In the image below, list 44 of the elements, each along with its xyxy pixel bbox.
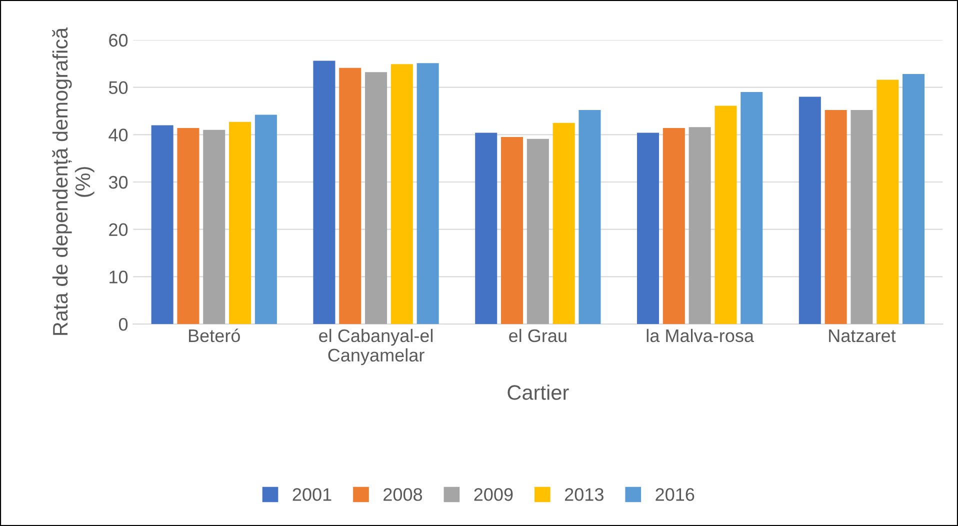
legend-label: 2009 <box>474 488 513 501</box>
x-tick-label: Beteró <box>188 328 240 342</box>
legend-label: 2013 <box>564 488 604 501</box>
bar <box>876 80 899 324</box>
bar <box>662 128 685 324</box>
bar <box>229 122 252 324</box>
bar <box>637 132 660 324</box>
bar <box>501 137 524 324</box>
y-tick-label: 0 <box>118 318 128 331</box>
legend-label: 2016 <box>656 488 694 501</box>
bar <box>475 132 498 324</box>
y-tick-label: 50 <box>108 81 128 94</box>
x-tick-label: la Malva-rosa <box>646 328 754 342</box>
bar <box>203 130 226 324</box>
legend-label: 2001 <box>292 488 332 501</box>
y-tick-label: 10 <box>110 270 128 284</box>
bar <box>850 110 873 324</box>
bar <box>714 106 737 324</box>
bar <box>902 74 925 324</box>
bar <box>578 110 601 324</box>
y-tick-label: 30 <box>108 176 128 189</box>
y-tick-label: 40 <box>108 128 128 142</box>
x-tick-label: el Cabanyal-el Canyamelar <box>319 328 433 366</box>
legend-label: 2008 <box>384 488 422 501</box>
bar <box>416 63 439 324</box>
y-tick-label: 20 <box>109 223 128 236</box>
x-axis-title: Cartier <box>508 384 569 400</box>
bar <box>824 110 847 324</box>
y-tick-label: 60 <box>109 34 128 47</box>
bar <box>339 68 362 324</box>
bar <box>313 60 336 324</box>
bar <box>526 138 549 324</box>
bar <box>390 64 413 324</box>
bar <box>798 96 821 324</box>
y-axis-title: Rata de dependență demografică (%) <box>52 27 94 335</box>
bar <box>740 92 763 324</box>
bar <box>177 128 200 324</box>
bar <box>552 122 575 324</box>
bar <box>688 127 711 324</box>
bar <box>254 114 277 324</box>
x-tick-label: Natzaret <box>829 330 896 342</box>
x-tick-label: el Grau <box>509 328 566 342</box>
bar <box>151 125 174 324</box>
bar <box>365 72 388 324</box>
